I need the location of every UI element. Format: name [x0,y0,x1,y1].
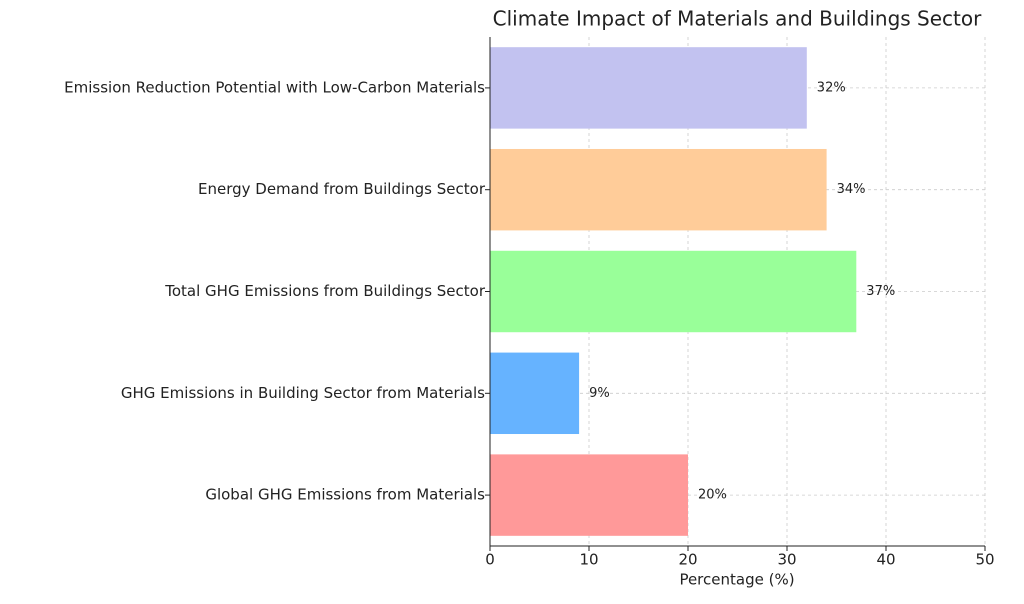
y-tick-label: GHG Emissions in Building Sector from Ma… [121,384,485,402]
value-label: 9% [589,386,610,401]
chart-title: Climate Impact of Materials and Building… [493,7,982,31]
bar [490,250,857,333]
bar [490,47,807,129]
x-tick-label: 50 [975,551,994,569]
x-tick-label: 10 [579,551,598,569]
y-tick-label: Emission Reduction Potential with Low-Ca… [64,78,485,96]
value-label: 37% [866,284,895,299]
value-label: 32% [817,80,846,95]
x-tick-label: 40 [876,551,895,569]
value-label: 34% [837,182,866,197]
bar [490,454,688,536]
bar [490,148,827,231]
x-tick-label: 0 [485,551,495,569]
value-label: 20% [698,488,727,503]
x-tick-label: 30 [777,551,796,569]
y-tick-label: Energy Demand from Buildings Sector [198,180,486,198]
bar [490,352,580,435]
y-tick-label: Total GHG Emissions from Buildings Secto… [164,282,486,300]
x-axis-label: Percentage (%) [679,571,794,589]
y-tick-label: Global GHG Emissions from Materials [205,486,485,504]
x-tick-label: 20 [678,551,697,569]
